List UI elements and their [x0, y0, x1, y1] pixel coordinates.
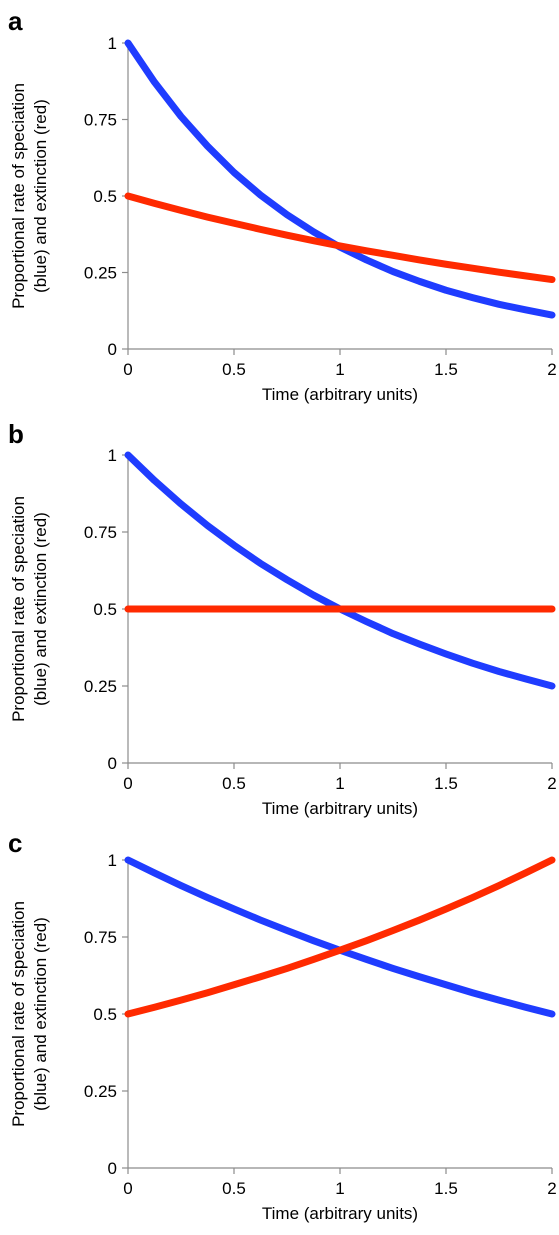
- x-tick-label: 0.5: [222, 774, 246, 793]
- y-tick-label: 1: [108, 34, 117, 53]
- x-tick-label: 2: [547, 360, 556, 379]
- x-tick-label: 1: [335, 360, 344, 379]
- x-tick-label: 0.5: [222, 360, 246, 379]
- y-axis-title: Proportional rate of speciation (blue) an…: [9, 901, 50, 1127]
- y-axis-title-line: Proportional rate of speciation: [9, 83, 28, 309]
- x-tick-label: 0.5: [222, 1179, 246, 1198]
- x-axis-title: Time (arbitrary units): [262, 1204, 418, 1223]
- x-tick-label: 1.5: [434, 360, 458, 379]
- y-axis-title-line: (blue) and extinction (red): [31, 512, 50, 706]
- y-tick-label: 0.25: [84, 677, 117, 696]
- chart-panel-b: b 0 0.25 0.5 0.75 1 0 0.5 1 1.5 2 Time (arbitrary u…: [8, 419, 557, 818]
- y-axis-title-line: (blue) and extinction (red): [31, 99, 50, 293]
- x-tick-label: 2: [547, 1179, 556, 1198]
- chart-panel-c: c 0 0.25 0.5 0.75 1 0 0.5 1 1.5 2 Time (arbitrary u…: [8, 828, 557, 1223]
- series-line-blue: [124, 856, 556, 1018]
- y-tick-label: 0.25: [84, 264, 117, 283]
- x-axis-title: Time (arbitrary units): [262, 799, 418, 818]
- y-tick-label: 0: [108, 340, 117, 359]
- series-line-blue: [124, 451, 556, 690]
- y-axis-title-line: Proportional rate of speciation: [9, 901, 28, 1127]
- panel-letter: b: [8, 419, 24, 449]
- x-tick-label: 2: [547, 774, 556, 793]
- chart-panel-a: a 0 0.25 0.5 0.75 1 0 0.5 1 1.5 2 Time (arbitrary u…: [8, 6, 557, 404]
- y-tick-label: 0.25: [84, 1082, 117, 1101]
- y-tick-label: 0.75: [84, 111, 117, 130]
- x-tick-label: 0: [123, 360, 132, 379]
- x-tick-label: 0: [123, 774, 132, 793]
- y-axis-title: Proportional rate of speciation (blue) an…: [9, 83, 50, 309]
- y-tick-label: 0.75: [84, 523, 117, 542]
- y-tick-label: 0.75: [84, 928, 117, 947]
- x-tick-label: 1.5: [434, 774, 458, 793]
- series-line-red: [124, 192, 556, 284]
- x-axis-title: Time (arbitrary units): [262, 385, 418, 404]
- panel-letter: c: [8, 828, 22, 858]
- x-tick-label: 1: [335, 1179, 344, 1198]
- y-tick-label: 1: [108, 851, 117, 870]
- x-tick-label: 1.5: [434, 1179, 458, 1198]
- y-tick-label: 0: [108, 1159, 117, 1178]
- series-line-blue: [124, 39, 556, 319]
- y-axis-title-line: (blue) and extinction (red): [31, 917, 50, 1111]
- y-tick-label: 0.5: [93, 600, 117, 619]
- y-axis-title: Proportional rate of speciation (blue) an…: [9, 496, 50, 722]
- panel-letter: a: [8, 6, 23, 36]
- y-tick-label: 0: [108, 754, 117, 773]
- x-tick-label: 0: [123, 1179, 132, 1198]
- y-tick-label: 1: [108, 446, 117, 465]
- y-axis-title-line: Proportional rate of speciation: [9, 496, 28, 722]
- y-tick-label: 0.5: [93, 1005, 117, 1024]
- x-tick-label: 1: [335, 774, 344, 793]
- y-tick-label: 0.5: [93, 187, 117, 206]
- series-line-red: [124, 856, 556, 1018]
